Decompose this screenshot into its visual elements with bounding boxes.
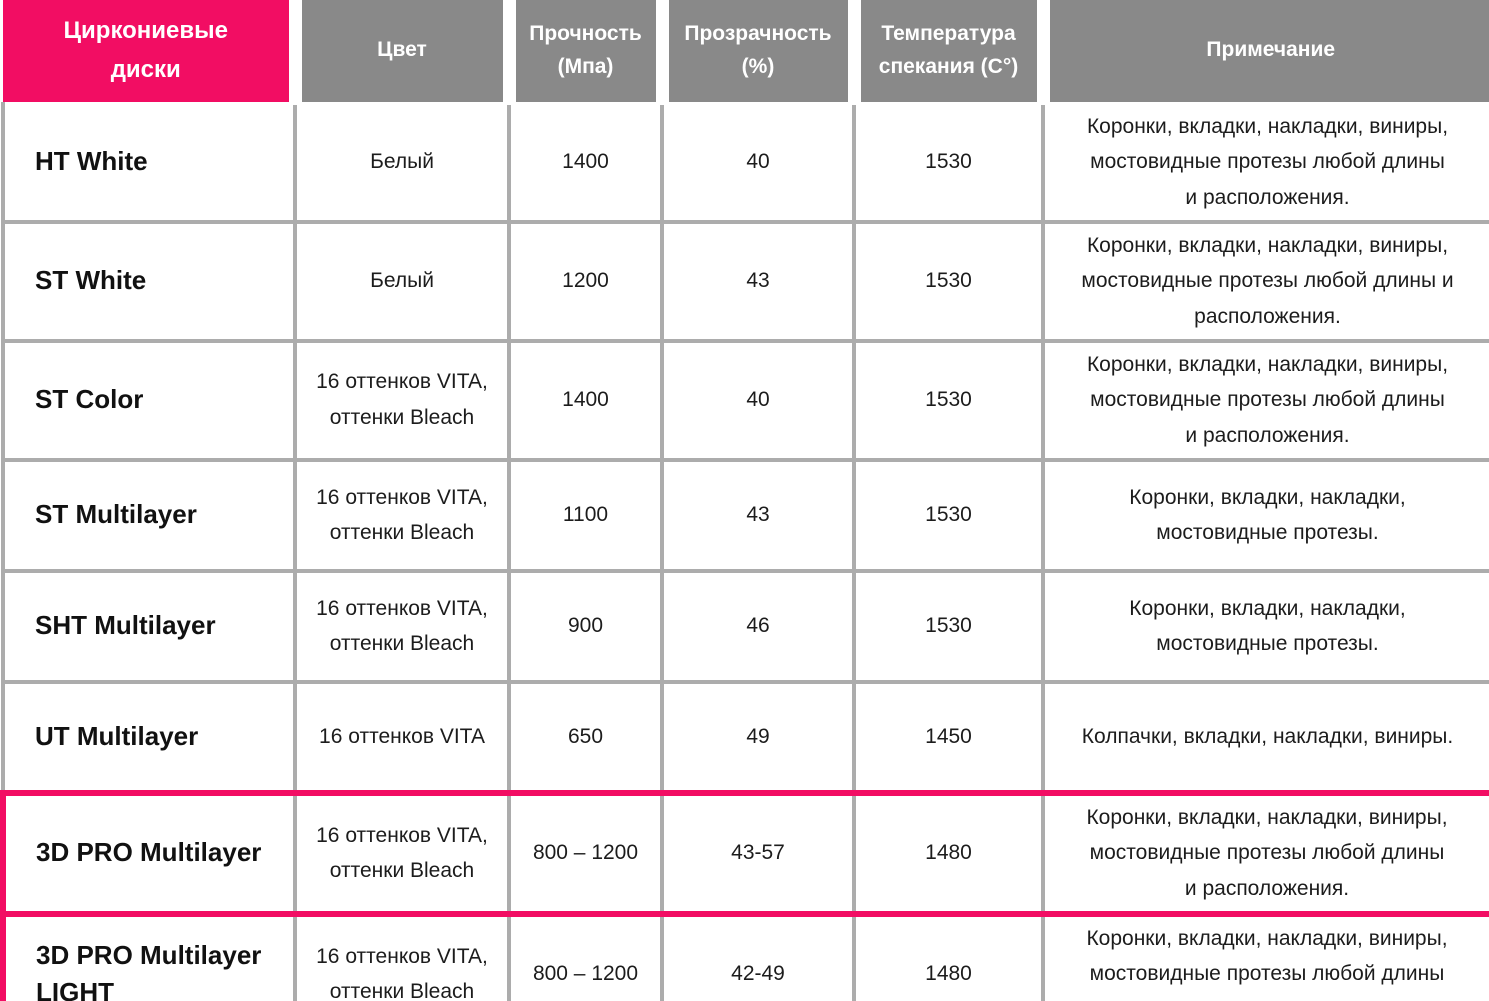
table-row: 3D PRO Multilayer LIGHT 16 оттенков VITA…	[0, 910, 1489, 1001]
temperature-cell: 1530	[852, 457, 1045, 573]
translucency-cell: 40	[660, 338, 856, 462]
disc-name-cell: 3D PRO Multilayer LIGHT	[0, 910, 297, 1001]
temperature-cell: 1530	[852, 338, 1045, 462]
header-cell-note: Примечание	[1036, 0, 1489, 105]
table-row: ST White Белый 1200 43 1530 Коронки, вкл…	[1, 219, 1489, 343]
translucency-cell: 40	[660, 103, 856, 224]
temperature-cell: 1450	[852, 679, 1045, 795]
header-cell-strength: Прочность (Мпа)	[502, 0, 662, 105]
color-cell: 16 оттенков VITA, оттенки Bleach	[293, 789, 511, 917]
note-cell: Коронки, вкладки, накладки, виниры, мост…	[1041, 910, 1489, 1001]
table-row: UT Multilayer 16 оттенков VITA 650 49 14…	[1, 679, 1489, 795]
color-cell: Белый	[293, 103, 511, 224]
strength-cell: 800 – 1200	[507, 910, 664, 1001]
note-cell: Коронки, вкладки, накладки, виниры, мост…	[1041, 103, 1489, 224]
color-cell: 16 оттенков VITA, оттенки Bleach	[293, 910, 511, 1001]
color-cell: 16 оттенков VITA, оттенки Bleach	[293, 338, 511, 462]
note-cell: Коронки, вкладки, накладки, мостовидные …	[1041, 568, 1489, 684]
translucency-cell: 49	[660, 679, 856, 795]
disc-name-cell: 3D PRO Multilayer	[0, 789, 297, 917]
disc-name-cell: SHT Multilayer	[1, 568, 297, 684]
table-row: ST Color 16 оттенков VITA, оттенки Bleac…	[1, 338, 1489, 462]
temperature-cell: 1530	[852, 219, 1045, 343]
disc-name-cell: ST Color	[1, 338, 297, 462]
temperature-cell: 1530	[852, 568, 1045, 684]
translucency-cell: 43	[660, 457, 856, 573]
color-cell: 16 оттенков VITA, оттенки Bleach	[293, 568, 511, 684]
strength-cell: 1400	[507, 338, 664, 462]
table-row: HT White Белый 1400 40 1530 Коронки, вкл…	[1, 103, 1489, 224]
disc-name-cell: HT White	[1, 103, 297, 224]
strength-cell: 1100	[507, 457, 664, 573]
note-cell: Коронки, вкладки, накладки, мостовидные …	[1041, 457, 1489, 573]
strength-cell: 800 – 1200	[507, 789, 664, 917]
disc-name-cell: ST White	[1, 219, 297, 343]
note-cell: Колпачки, вкладки, накладки, виниры.	[1041, 679, 1489, 795]
note-cell: Коронки, вкладки, накладки, виниры, мост…	[1041, 219, 1489, 343]
note-cell: Коронки, вкладки, накладки, виниры, мост…	[1041, 338, 1489, 462]
note-cell: Коронки, вкладки, накладки, виниры, мост…	[1041, 789, 1489, 917]
header-cell-color: Цвет	[288, 0, 509, 105]
temperature-cell: 1480	[852, 910, 1045, 1001]
translucency-cell: 46	[660, 568, 856, 684]
strength-cell: 1400	[507, 103, 664, 224]
temperature-cell: 1530	[852, 103, 1045, 224]
disc-name-cell: ST Multilayer	[1, 457, 297, 573]
table-row: ST Multilayer 16 оттенков VITA, оттенки …	[1, 457, 1489, 573]
temperature-cell: 1480	[852, 789, 1045, 917]
translucency-cell: 42-49	[660, 910, 856, 1001]
strength-cell: 650	[507, 679, 664, 795]
translucency-cell: 43	[660, 219, 856, 343]
color-cell: 16 оттенков VITA	[293, 679, 511, 795]
translucency-cell: 43-57	[660, 789, 856, 917]
header-row: Циркониевые диски Цвет Прочность (Мпа) П…	[3, 0, 1489, 105]
header-cell-temperature: Температура спекания (С°)	[847, 0, 1043, 105]
header-cell-translucency: Прозрачность (%)	[655, 0, 854, 105]
disc-name-cell: UT Multilayer	[1, 679, 297, 795]
header-cell-discs: Циркониевые диски	[3, 0, 295, 105]
table-row: SHT Multilayer 16 оттенков VITA, оттенки…	[1, 568, 1489, 684]
color-cell: 16 оттенков VITA, оттенки Bleach	[293, 457, 511, 573]
strength-cell: 1200	[507, 219, 664, 343]
table-row: 3D PRO Multilayer 16 оттенков VITA, отте…	[0, 789, 1489, 917]
strength-cell: 900	[507, 568, 664, 684]
color-cell: Белый	[293, 219, 511, 343]
